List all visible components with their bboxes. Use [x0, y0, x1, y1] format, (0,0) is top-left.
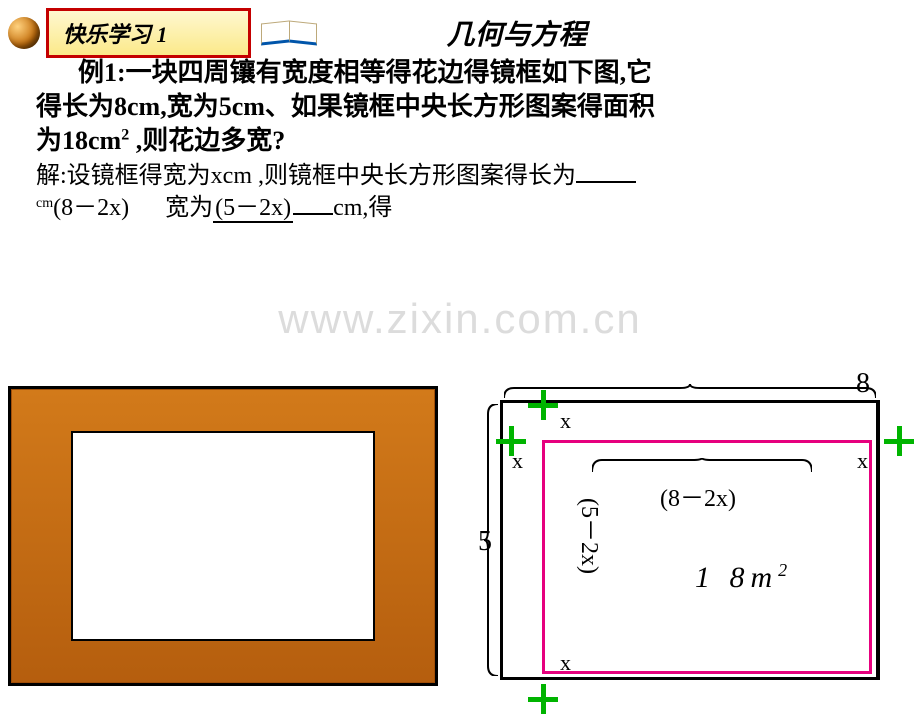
lesson-title-box: 快乐学习 1 — [46, 8, 251, 58]
x-label-left: x — [512, 448, 523, 474]
globe-icon — [8, 17, 40, 49]
solution-text-1: 解:设镜框得宽为xcm ,则镜框中央长方形图案得长为 — [36, 163, 576, 189]
inner-width-expr: (8－2x) — [660, 478, 736, 513]
problem-sup: 2 — [121, 126, 129, 143]
inner-height-expr: (5－2x) — [572, 498, 607, 574]
geometry-diagram: 8 5 x x x x (8－2x) (5－2x) 1 8m2 — [480, 370, 900, 700]
area-label: 1 8m2 — [695, 560, 787, 595]
cross-top-left-icon — [528, 390, 558, 420]
inner-brace-top-icon — [592, 458, 812, 476]
width-label: 宽为 — [165, 195, 213, 221]
blank-1 — [576, 181, 636, 183]
lesson-title: 快乐学习 1 — [63, 22, 168, 47]
problem-line3a: 为18cm — [36, 126, 121, 155]
cm-sup: cm — [36, 196, 53, 211]
area-sup: 2 — [778, 560, 787, 580]
problem-line1: 例1:一块四周镶有宽度相等得花边得镜框如下图,它 — [78, 58, 652, 87]
expr-8-2x: (8－2x) — [53, 195, 129, 221]
mirror-inner — [71, 431, 375, 641]
solution-row2: cm(8－2x) 宽为(5－2x) cm,得 — [0, 187, 920, 222]
x-label-bottom: x — [560, 650, 571, 676]
expr-5-2x: (5－2x) — [213, 195, 293, 223]
x-label-top: x — [560, 408, 571, 434]
problem-line3b: ,则花边多宽? — [129, 126, 285, 155]
book-icon — [261, 22, 317, 44]
blank-2 — [293, 213, 333, 215]
cross-bottom-left-icon — [528, 684, 558, 714]
watermark: www.zixin.com.cn — [0, 295, 920, 343]
mirror-frame — [8, 386, 438, 686]
problem-line2: 得长为8cm,宽为5cm、如果镜框中央长方形图案得面积 — [36, 92, 655, 121]
cm-end: cm,得 — [333, 195, 392, 221]
x-label-right: x — [857, 448, 868, 474]
topic-title: 几何与方程 — [447, 13, 587, 53]
brace-top-icon — [504, 384, 876, 400]
figures-area: 8 5 x x x x (8－2x) (5－2x) 1 8m2 — [0, 340, 920, 690]
area-unit: m — [751, 561, 779, 594]
area-value: 1 8 — [695, 561, 751, 594]
problem-statement: 例1:一块四周镶有宽度相等得花边得镜框如下图,它 得长为8cm,宽为5cm、如果… — [0, 56, 920, 157]
cross-top-right-icon — [884, 426, 914, 456]
